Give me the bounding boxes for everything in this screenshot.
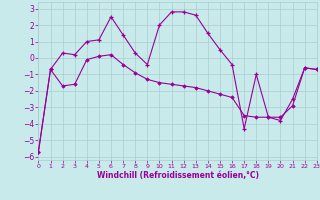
X-axis label: Windchill (Refroidissement éolien,°C): Windchill (Refroidissement éolien,°C) [97, 171, 259, 180]
